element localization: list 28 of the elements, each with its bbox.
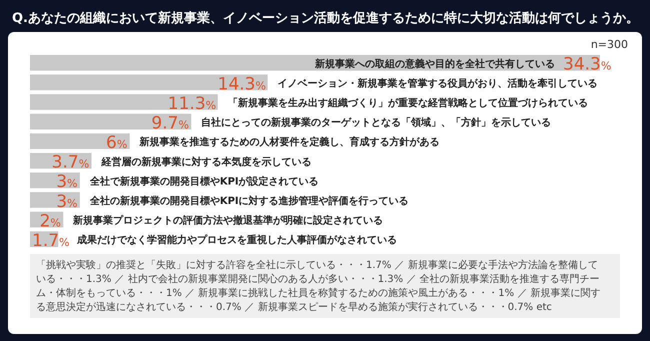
text: 「挑戦や実験」の推奨と「失敗」に対する許容を全社に示している・・・1.7% ／ 新規事業に必要な手法や方法論を整備している・・・1.3% ／ 社内で会社の新規事業開発に関心のある人が多い・・・1.3% ／ 全社の新規事業活動を推進する専門チーム・体制をもっている・・・1% ／ 新規事業に挑戦した社員を称賛するための施策や風土がある・・・1% ／ 新規事業に関する意思決定が迅速になされている・・・0.7% ／ 新規事業スピードを早める施策が実行されている・・・0.7% etc	[36, 259, 600, 313]
data-label: 9.7%	[151, 113, 189, 134]
y-tick-label: 新規事業プロジェクトの評価方法や撤退基準が明確に設定されている	[72, 214, 384, 227]
bar	[30, 94, 218, 110]
data-label: 34.3%	[563, 54, 612, 75]
data-label: 3.7%	[52, 152, 90, 173]
y-tick-label: 「新規事業を生み出す組織づくり」が重要な経営戦略として位置づけられている	[228, 97, 588, 110]
y-tick-label: 新規事業への取組の意義や目的を全社で共有している	[314, 58, 555, 70]
y-tick-label: 自社にとっての新規事業のターゲットとなる「領域」、「方針」を示している	[201, 116, 552, 129]
data-label: 2%	[40, 211, 61, 232]
data-label: 6%	[106, 133, 128, 154]
y-tick-label: 成果だけでなく学習能力やプロセスを重視した人事評価がなされている	[76, 234, 397, 246]
y-tick-label: 全社で新規事業の開発目標やKPIが設定されている	[88, 175, 319, 188]
y-tick-label: 新規事業を推進するための人材要件を定義し、育成する方針がある	[138, 136, 440, 148]
y-tick-label: 経営層の新規事業に対する本気度を示している	[100, 156, 312, 168]
data-label: 1.7%	[32, 231, 70, 251]
bar	[30, 133, 130, 150]
data-label: 3%	[56, 192, 78, 212]
text: n=300	[590, 38, 628, 51]
y-tick-label: 全社の新規事業の開発目標やKPIに対する進捗管理や評価を行っている	[88, 194, 409, 207]
data-label: 11.3%	[168, 94, 216, 114]
bar	[30, 74, 268, 90]
bar	[30, 192, 80, 208]
bar	[30, 114, 192, 130]
chart-title: Q.あなたの組織において新規事業、イノベーション活動を促進するために特に大切な活動は何でしょうか。	[12, 10, 639, 26]
y-tick-label: イノベーション・新規事業を管掌する役員がおり、活動を牽引している	[278, 77, 598, 90]
data-label: 3%	[56, 172, 78, 192]
data-label: 14.3%	[218, 74, 266, 94]
